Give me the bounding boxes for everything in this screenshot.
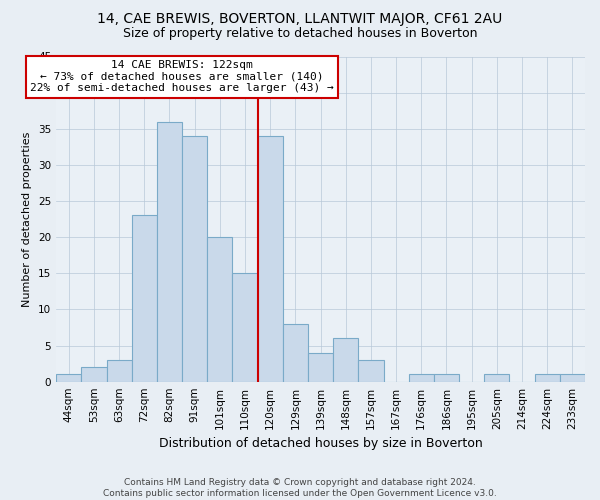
Text: 14 CAE BREWIS: 122sqm
← 73% of detached houses are smaller (140)
22% of semi-det: 14 CAE BREWIS: 122sqm ← 73% of detached … [30,60,334,94]
X-axis label: Distribution of detached houses by size in Boverton: Distribution of detached houses by size … [159,437,482,450]
Bar [484,374,509,382]
Bar [434,374,459,382]
Text: 14, CAE BREWIS, BOVERTON, LLANTWIT MAJOR, CF61 2AU: 14, CAE BREWIS, BOVERTON, LLANTWIT MAJOR… [97,12,503,26]
Bar [182,136,207,382]
Bar [132,216,157,382]
Bar [409,374,434,382]
Bar [207,237,232,382]
Bar [107,360,132,382]
Bar [560,374,585,382]
Bar [358,360,383,382]
Bar [82,367,107,382]
Y-axis label: Number of detached properties: Number of detached properties [22,132,32,307]
Bar [157,122,182,382]
Bar [535,374,560,382]
Bar [257,136,283,382]
Bar [56,374,82,382]
Bar [283,324,308,382]
Text: Size of property relative to detached houses in Boverton: Size of property relative to detached ho… [123,28,477,40]
Bar [333,338,358,382]
Text: Contains HM Land Registry data © Crown copyright and database right 2024.
Contai: Contains HM Land Registry data © Crown c… [103,478,497,498]
Bar [308,353,333,382]
Bar [232,274,257,382]
